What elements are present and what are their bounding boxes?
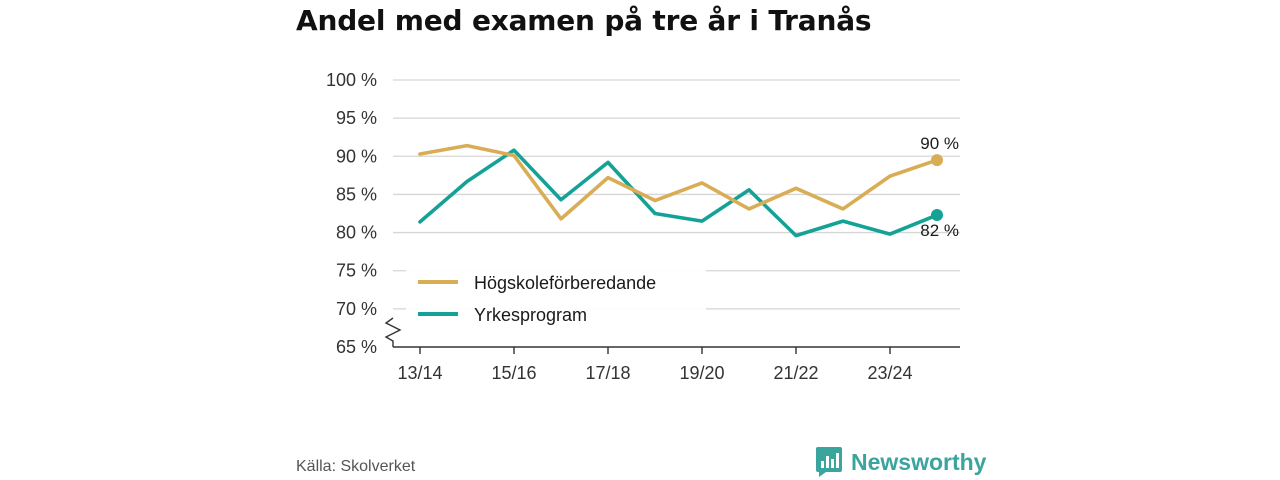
end-marker-hogskoleforberedande	[931, 154, 943, 167]
legend-label-yrkesprogram: Yrkesprogram	[474, 305, 587, 325]
end-label-hogskoleforberedande: 90 %	[920, 134, 959, 153]
x-tick-label: 21/22	[773, 363, 818, 383]
series-lines	[418, 143, 943, 238]
x-tick-label: 15/16	[491, 363, 536, 383]
x-axis	[384, 317, 960, 348]
y-tick-label: 80 %	[336, 223, 377, 243]
chart-title: Andel med examen på tre år i Tranås	[296, 4, 872, 37]
y-tick-label: 75 %	[336, 261, 377, 281]
y-tick-label: 65 %	[336, 337, 377, 357]
y-tick-label: 85 %	[336, 184, 377, 204]
x-tick-label: 23/24	[867, 363, 912, 383]
x-tick-label: 19/20	[679, 363, 724, 383]
y-tick-label: 90 %	[336, 146, 377, 166]
end-label-yrkesprogram: 82 %	[920, 221, 959, 240]
legend-background	[406, 264, 706, 330]
legend-label-hogskoleforberedande: Högskoleförberedande	[474, 273, 656, 293]
end-marker-yrkesprogram	[931, 209, 943, 222]
brand-name: Newsworthy	[851, 448, 987, 475]
x-tick-label: 13/14	[397, 363, 442, 383]
series-line-hogskoleforberedande	[418, 143, 939, 221]
y-tick-label: 95 %	[336, 108, 377, 128]
newsworthy-logo: Newsworthy	[815, 446, 986, 478]
y-tick-label: 70 %	[336, 299, 377, 319]
x-axis-ticks: 13/14 15/16 17/18 19/20 21/22 23/24	[397, 347, 913, 383]
bar-chart-icon	[816, 447, 842, 477]
source-note: Källa: Skolverket	[296, 458, 416, 475]
y-tick-label: 100 %	[326, 70, 377, 90]
y-axis-labels: 65 % 70 % 75 % 80 % 85 % 90 % 95 % 100 %	[326, 70, 377, 357]
y-axis-break-mark	[384, 317, 402, 347]
legend: Högskoleförberedande Yrkesprogram	[406, 264, 706, 330]
x-tick-label: 17/18	[585, 363, 630, 383]
end-labels: 90 % 82 %	[920, 134, 959, 240]
